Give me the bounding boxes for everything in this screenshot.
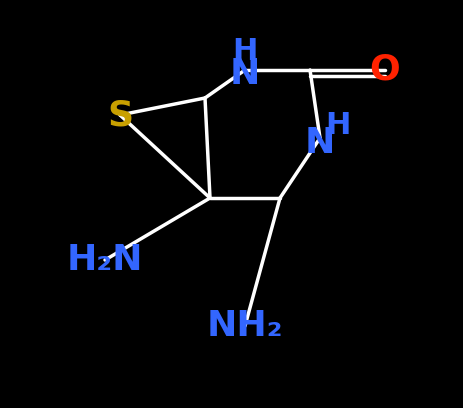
Text: S: S — [106, 98, 133, 132]
Text: H: H — [232, 38, 257, 67]
Text: H: H — [325, 111, 350, 140]
Text: N: N — [229, 57, 260, 91]
Text: H₂N: H₂N — [67, 243, 143, 277]
Text: NH₂: NH₂ — [206, 309, 282, 343]
Text: O: O — [369, 53, 400, 87]
Text: N: N — [304, 126, 334, 160]
